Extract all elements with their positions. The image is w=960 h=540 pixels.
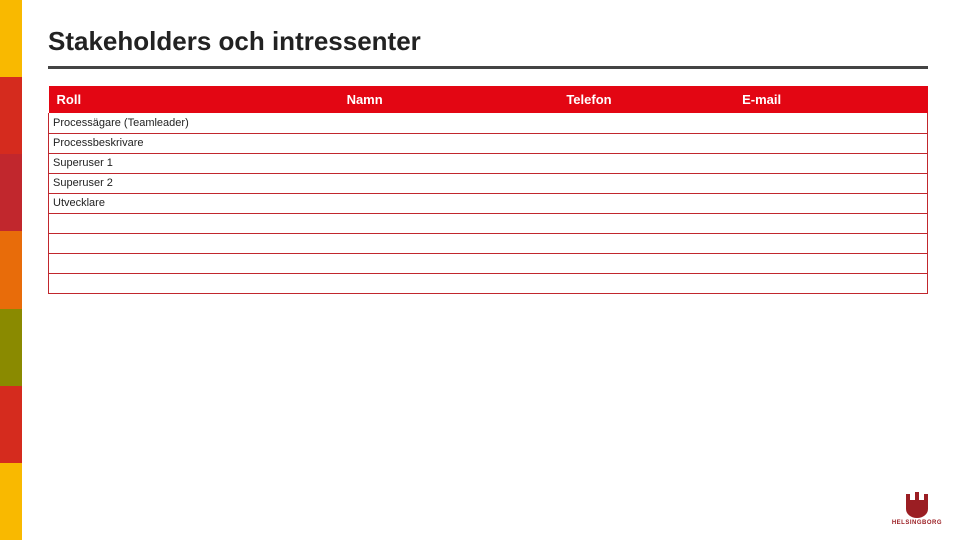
cell-namn — [339, 253, 559, 273]
cell-namn — [339, 233, 559, 253]
column-header-email: E-mail — [734, 86, 927, 113]
table-row — [49, 273, 928, 293]
cell-namn — [339, 133, 559, 153]
table-body: Processägare (Teamleader)Processbeskriva… — [49, 113, 928, 293]
cell-roll: Superuser 1 — [49, 153, 339, 173]
cell-email — [734, 173, 927, 193]
column-header-roll: Roll — [49, 86, 339, 113]
cell-namn — [339, 173, 559, 193]
cell-namn — [339, 273, 559, 293]
cell-tel — [558, 253, 734, 273]
cell-email — [734, 113, 927, 133]
table-row: Utvecklare — [49, 193, 928, 213]
cell-roll: Superuser 2 — [49, 173, 339, 193]
cell-tel — [558, 153, 734, 173]
table-row: Superuser 1 — [49, 153, 928, 173]
table-row: Superuser 2 — [49, 173, 928, 193]
cell-tel — [558, 173, 734, 193]
cell-roll: Processbeskrivare — [49, 133, 339, 153]
table-row: Processägare (Teamleader) — [49, 113, 928, 133]
cell-roll — [49, 253, 339, 273]
cell-roll — [49, 273, 339, 293]
cell-roll: Processägare (Teamleader) — [49, 113, 339, 133]
column-header-tel: Telefon — [558, 86, 734, 113]
table-row: Processbeskrivare — [49, 133, 928, 153]
column-header-namn: Namn — [339, 86, 559, 113]
page-title: Stakeholders och intressenter — [48, 26, 421, 57]
cell-namn — [339, 113, 559, 133]
cell-email — [734, 233, 927, 253]
cell-email — [734, 253, 927, 273]
table-row — [49, 213, 928, 233]
stakeholder-table: RollNamnTelefonE-mail Processägare (Team… — [48, 86, 928, 294]
cell-namn — [339, 193, 559, 213]
cell-email — [734, 273, 927, 293]
cell-namn — [339, 153, 559, 173]
cell-tel — [558, 233, 734, 253]
cell-roll — [49, 213, 339, 233]
cell-tel — [558, 213, 734, 233]
cell-email — [734, 153, 927, 173]
cell-email — [734, 133, 927, 153]
cell-tel — [558, 193, 734, 213]
stakeholder-table-wrap: RollNamnTelefonE-mail Processägare (Team… — [48, 86, 928, 294]
table-row — [49, 233, 928, 253]
cell-email — [734, 193, 927, 213]
cell-tel — [558, 133, 734, 153]
cell-email — [734, 213, 927, 233]
cell-tel — [558, 113, 734, 133]
footer-logo: HELSINGBORG — [892, 492, 942, 526]
cell-roll — [49, 233, 339, 253]
cell-tel — [558, 273, 734, 293]
content-area: Stakeholders och intressenter RollNamnTe… — [0, 0, 960, 540]
table-row — [49, 253, 928, 273]
city-crest-icon — [902, 492, 932, 518]
footer-logo-text: HELSINGBORG — [892, 520, 942, 526]
table-header-row: RollNamnTelefonE-mail — [49, 86, 928, 113]
cell-roll: Utvecklare — [49, 193, 339, 213]
title-rule — [48, 66, 928, 69]
cell-namn — [339, 213, 559, 233]
page: Stakeholders och intressenter RollNamnTe… — [0, 0, 960, 540]
